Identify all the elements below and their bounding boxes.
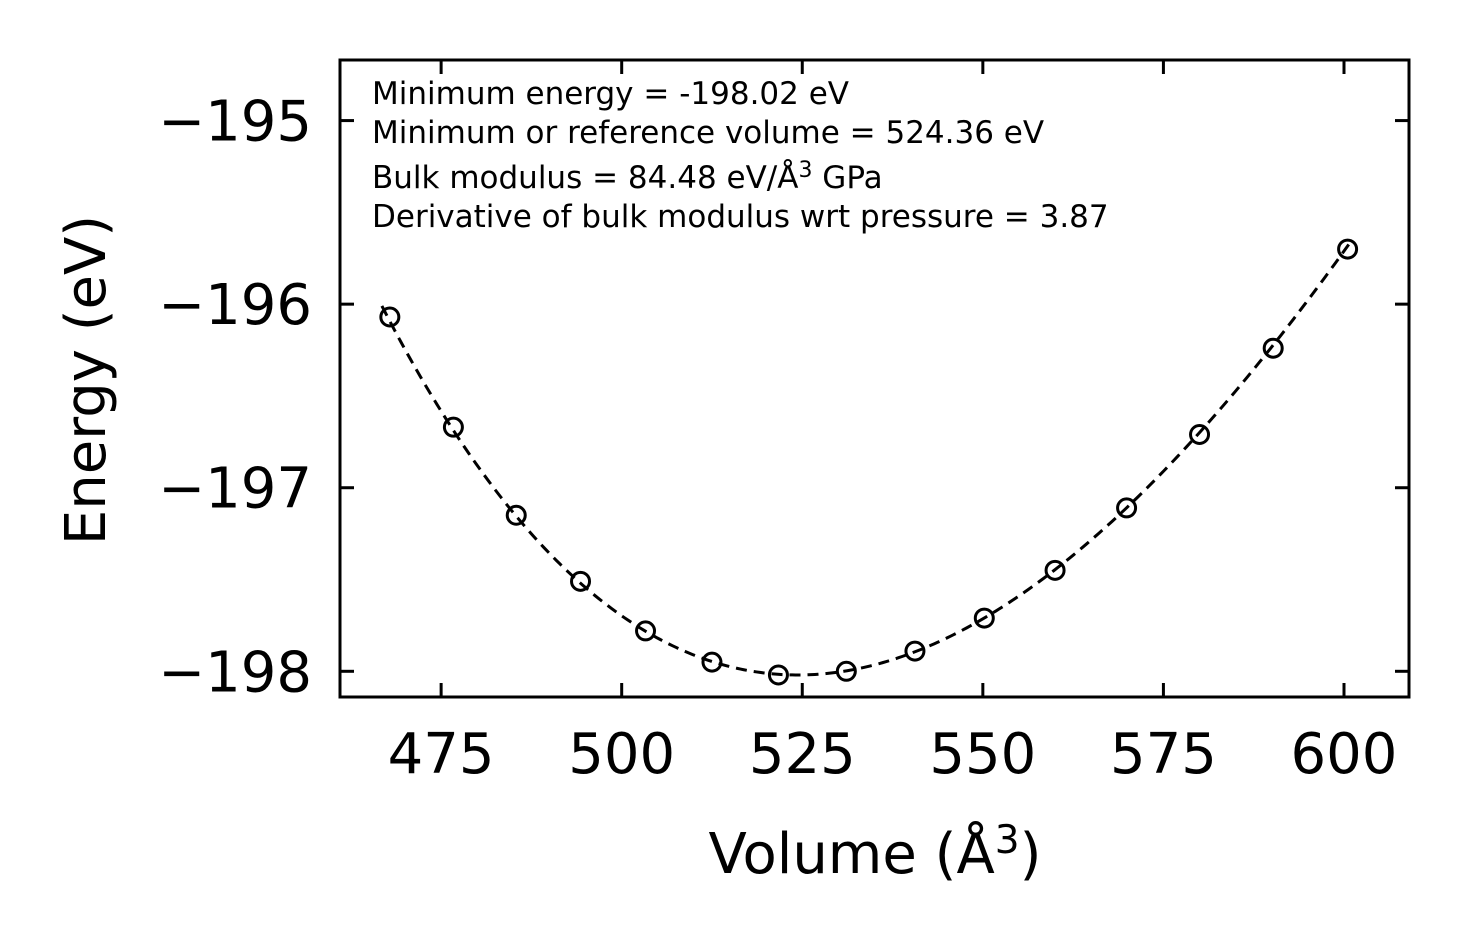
x-axis-title-end: ) (1020, 822, 1042, 887)
x-tick-label: 500 (568, 722, 675, 787)
x-axis-title-sup: 3 (995, 818, 1020, 863)
fit-curve-layer (380, 240, 1353, 677)
y-tick-label: −197 (158, 457, 312, 522)
data-point (701, 651, 723, 673)
annotation-bulk-derivative: Derivative of bulk modulus wrt pressure … (372, 199, 1109, 235)
y-axis-title: Energy (eV) (54, 215, 119, 545)
plot-area (338, 58, 1411, 699)
plot-frame (338, 58, 1411, 699)
data-point (1262, 337, 1284, 359)
ticks-layer: 475 500 525 550 575 600 −195 −196 −197 −198 (158, 60, 1409, 787)
data-point (1044, 559, 1066, 581)
fit-curve (380, 240, 1353, 677)
x-tick-label: 475 (388, 722, 495, 787)
data-point (1189, 423, 1211, 445)
data-point (973, 607, 995, 629)
x-tick-label: 550 (929, 722, 1036, 787)
annotation-bulk-modulus-sup: 3 (798, 158, 812, 183)
data-point (570, 570, 592, 592)
x-axis-title: Volume (Å3) (709, 818, 1042, 887)
x-tick-label: 575 (1110, 722, 1217, 787)
y-tick-label: −196 (158, 273, 312, 338)
data-point (904, 640, 926, 662)
y-tick-label: −198 (158, 640, 312, 705)
data-point (1116, 497, 1138, 519)
x-tick-label: 525 (749, 722, 856, 787)
x-tick-label: 600 (1291, 722, 1398, 787)
annotation-bulk-modulus: Bulk modulus = 84.48 eV/Å3 GPa (372, 158, 883, 196)
y-tick-label: −195 (158, 90, 312, 155)
annotation-bulk-modulus-main: Bulk modulus = 84.48 eV/Å (372, 160, 798, 196)
data-point (767, 664, 789, 686)
data-point (442, 416, 464, 438)
annotation-bulk-modulus-unit: GPa (812, 160, 882, 196)
data-point (635, 620, 657, 642)
data-point (505, 504, 527, 526)
annotation-min-energy: Minimum energy = -198.02 eV (372, 76, 849, 112)
x-axis-title-main: Volume (Å (709, 821, 995, 887)
data-points-layer (379, 238, 1359, 686)
data-point (835, 660, 857, 682)
data-point (1337, 238, 1359, 260)
data-point (379, 306, 401, 328)
annotation-ref-volume: Minimum or reference volume = 524.36 eV (372, 115, 1044, 151)
